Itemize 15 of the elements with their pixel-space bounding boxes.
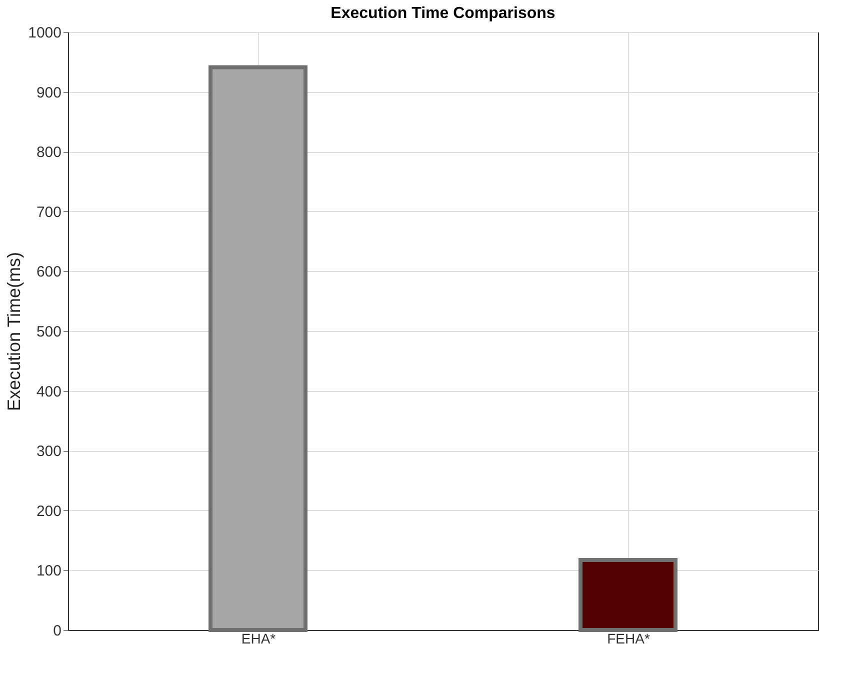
x-tick-label: FEHA* [607,630,650,646]
y-tick-label: 300 [36,443,62,460]
y-tick-label: 800 [36,144,62,162]
y-tick-label: 900 [36,84,62,102]
y-tick-label: 100 [36,562,62,580]
y-tick-label: 500 [36,324,62,340]
y-tick-label: 400 [36,383,62,400]
x-tick-label: EHA* [241,630,276,646]
y-tick-label: 1000 [28,24,62,42]
y-tick-label: 700 [36,204,62,221]
y-tick-label: 0 [53,622,62,640]
y-tick-label: 600 [36,264,62,281]
y-axis-title: Execution Time(ms) [4,252,24,412]
chart-title: Execution Time Comparisons [330,5,556,22]
y-tick-label: 200 [36,502,62,520]
